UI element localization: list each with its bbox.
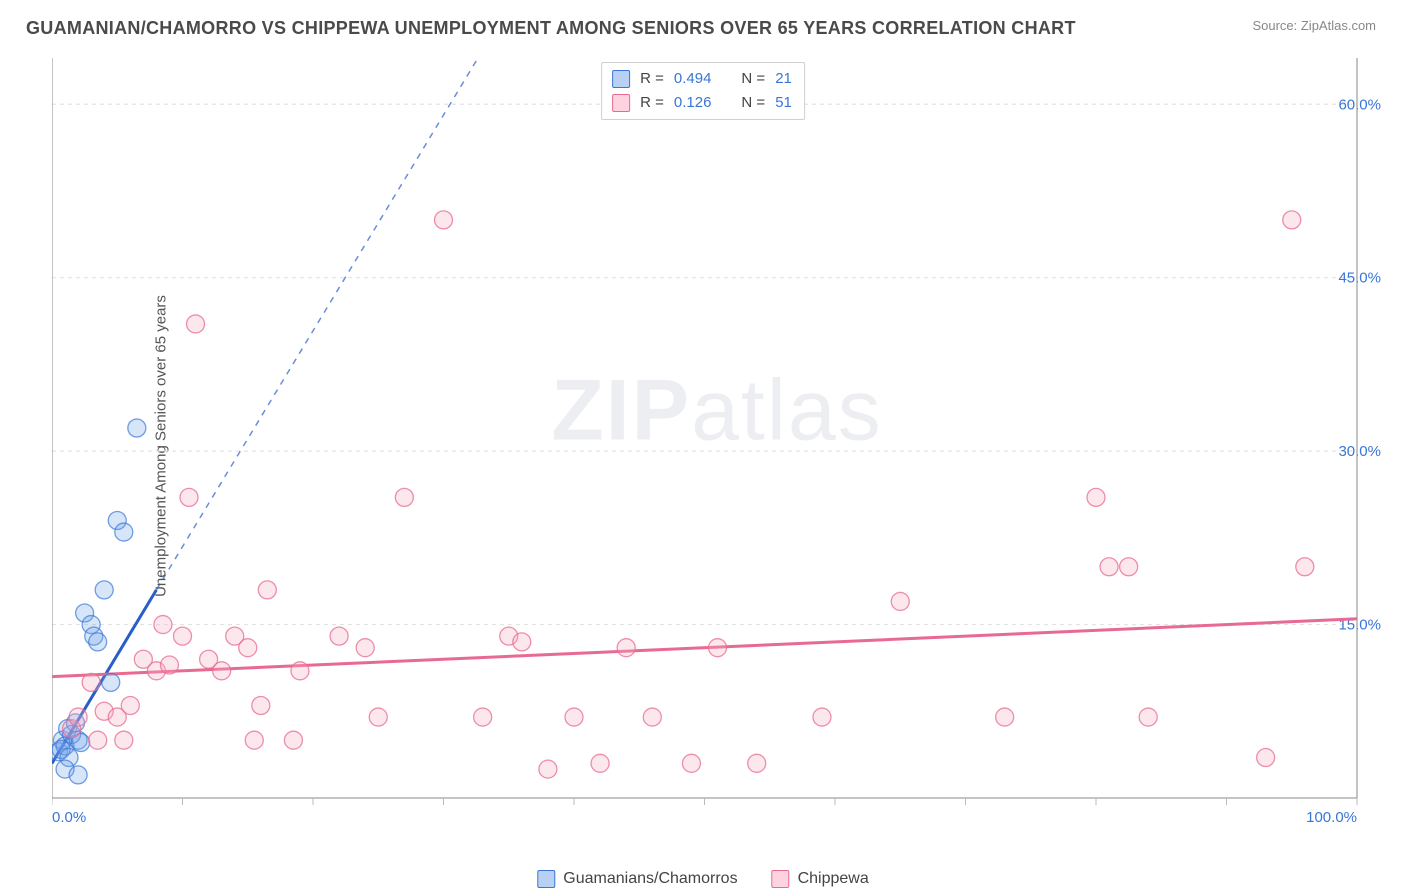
r-value: 0.494 bbox=[674, 67, 712, 91]
n-label: N = bbox=[741, 67, 765, 91]
svg-text:0.0%: 0.0% bbox=[52, 809, 86, 826]
chart-title: GUAMANIAN/CHAMORRO VS CHIPPEWA UNEMPLOYM… bbox=[26, 18, 1076, 39]
legend-row: R = 0.126 N = 51 bbox=[612, 91, 792, 115]
n-label: N = bbox=[741, 91, 765, 115]
legend-swatch bbox=[612, 94, 630, 112]
correlation-legend: R = 0.494 N = 21 R = 0.126 N = 51 bbox=[601, 62, 805, 120]
svg-text:30.0%: 30.0% bbox=[1338, 443, 1381, 460]
svg-text:45.0%: 45.0% bbox=[1338, 270, 1381, 287]
scatter-plot: 15.0%30.0%45.0%60.0%0.0%100.0% bbox=[52, 58, 1382, 826]
svg-text:100.0%: 100.0% bbox=[1306, 809, 1357, 826]
series-legend-item: Chippewa bbox=[772, 870, 869, 888]
series-name: Chippewa bbox=[798, 870, 869, 888]
r-value: 0.126 bbox=[674, 91, 712, 115]
series-name: Guamanians/Chamorros bbox=[563, 870, 737, 888]
r-label: R = bbox=[640, 67, 664, 91]
n-value: 21 bbox=[775, 67, 792, 91]
source-attribution: Source: ZipAtlas.com bbox=[1252, 18, 1376, 33]
r-label: R = bbox=[640, 91, 664, 115]
legend-row: R = 0.494 N = 21 bbox=[612, 67, 792, 91]
chart-area: ZIPatlas 15.0%30.0%45.0%60.0%0.0%100.0% bbox=[52, 58, 1382, 826]
n-value: 51 bbox=[775, 91, 792, 115]
legend-swatch bbox=[612, 70, 630, 88]
svg-text:60.0%: 60.0% bbox=[1338, 96, 1381, 113]
legend-swatch bbox=[537, 870, 555, 888]
series-legend-item: Guamanians/Chamorros bbox=[537, 870, 737, 888]
legend-swatch bbox=[772, 870, 790, 888]
series-legend: Guamanians/Chamorros Chippewa bbox=[537, 870, 868, 888]
